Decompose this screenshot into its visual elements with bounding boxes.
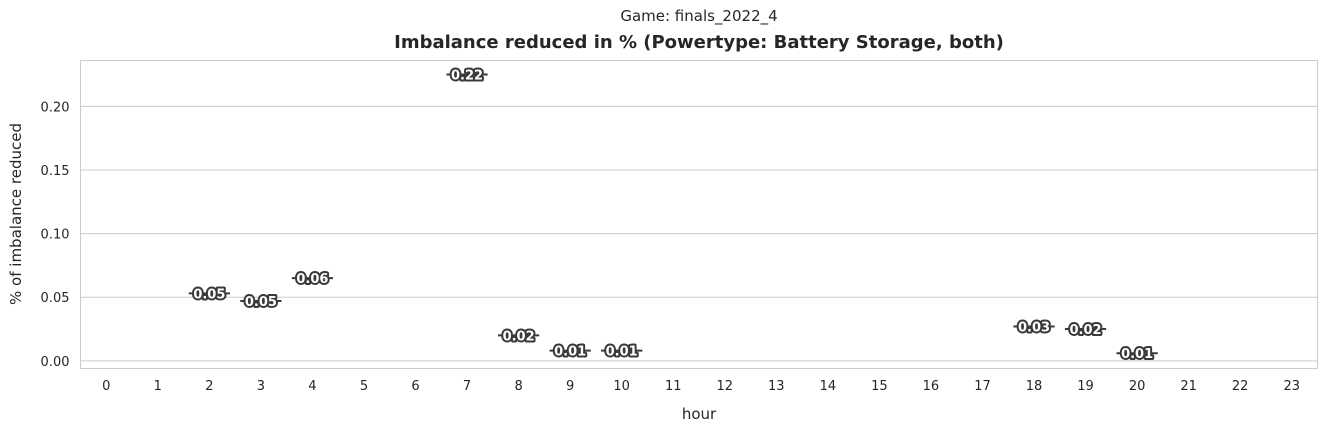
x-tick-labels: 0 1 2 3 4 5 6 7 8 9 10 11 12 13 14 15 16 17 18 19 20 21 22 23 bbox=[102, 379, 1300, 394]
x-tick-label: 23 bbox=[1283, 379, 1300, 394]
x-tick-label: 6 bbox=[411, 379, 419, 394]
chart-suptitle: Game: finals_2022_4 bbox=[620, 7, 777, 26]
x-tick-label: 8 bbox=[514, 379, 522, 394]
x-tick-label: 11 bbox=[665, 379, 682, 394]
x-tick-label: 1 bbox=[154, 379, 162, 394]
x-tick-label: 15 bbox=[871, 379, 888, 394]
x-tick-label: 7 bbox=[463, 379, 471, 394]
plot-area bbox=[80, 60, 1318, 369]
y-tick-label: 0.10 bbox=[41, 228, 70, 243]
x-tick-label: 9 bbox=[566, 379, 574, 394]
chart-title: Imbalance reduced in % (Powertype: Batte… bbox=[394, 32, 1004, 53]
x-tick-label: 12 bbox=[716, 379, 733, 394]
x-tick-label: 3 bbox=[257, 379, 265, 394]
x-tick-label: 2 bbox=[205, 379, 213, 394]
data-label: 0.03 bbox=[1018, 321, 1050, 336]
y-tick-label: 0.15 bbox=[41, 164, 70, 179]
x-tick-label: 10 bbox=[613, 379, 630, 394]
x-axis-label: hour bbox=[682, 405, 717, 423]
data-label: 0.05 bbox=[193, 287, 225, 302]
data-label: 0.02 bbox=[503, 329, 535, 344]
y-axis-label: % of imbalance reduced bbox=[7, 123, 25, 305]
y-tick-label: 0.05 bbox=[41, 291, 70, 306]
x-tick-label: 18 bbox=[1026, 379, 1043, 394]
x-tick-label: 20 bbox=[1129, 379, 1146, 394]
data-label: 0.02 bbox=[1070, 323, 1102, 338]
data-label: 0.05 bbox=[245, 295, 277, 310]
data-label: 0.01 bbox=[554, 345, 586, 360]
x-tick-label: 4 bbox=[308, 379, 316, 394]
data-label: 0.06 bbox=[296, 272, 328, 287]
x-tick-label: 14 bbox=[820, 379, 837, 394]
x-tick-label: 17 bbox=[974, 379, 991, 394]
y-tick-label: 0.20 bbox=[41, 100, 70, 115]
data-label: 0.22 bbox=[451, 69, 483, 84]
x-tick-label: 21 bbox=[1180, 379, 1197, 394]
y-tick-labels: 0.00 0.05 0.10 0.15 0.20 bbox=[41, 100, 70, 370]
x-tick-label: 13 bbox=[768, 379, 785, 394]
grid-lines bbox=[80, 105, 1318, 362]
x-tick-label: 19 bbox=[1077, 379, 1094, 394]
x-tick-label: 22 bbox=[1232, 379, 1249, 394]
x-tick-label: 0 bbox=[102, 379, 110, 394]
x-tick-label: 16 bbox=[923, 379, 940, 394]
y-tick-label: 0.00 bbox=[41, 355, 70, 370]
data-marks: 0.05 0.05 0.06 0.22 0.02 0.01 0.01 0.03 0.02 0.01 bbox=[188, 67, 1158, 364]
x-tick-label: 5 bbox=[360, 379, 368, 394]
data-label: 0.01 bbox=[606, 345, 638, 360]
data-label: 0.01 bbox=[1121, 347, 1153, 362]
